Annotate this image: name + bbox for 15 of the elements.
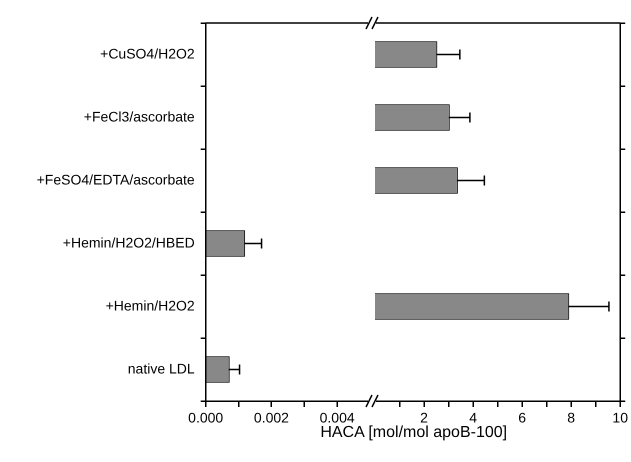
y-tick-label: +FeSO4/EDTA/ascorbate xyxy=(36,171,195,188)
x-tick-label: 8 xyxy=(567,409,576,426)
x-tick-label: 0.002 xyxy=(254,409,290,426)
y-tick-label: +Hemin/H2O2/HBED xyxy=(62,234,195,250)
y-tick-label: +CuSO4/H2O2 xyxy=(100,45,195,62)
x-axis-title: HACA [mol/mol apoB-100] xyxy=(319,424,508,442)
x-tick-label: 10 xyxy=(612,409,628,426)
x-tick-label: 2 xyxy=(420,409,428,426)
y-tick-label: +Hemin/H2O2 xyxy=(106,297,195,314)
x-tick-label: 6 xyxy=(518,409,526,426)
x-tick-label: 0.000 xyxy=(188,409,224,426)
y-tick-label: native LDL xyxy=(128,360,195,376)
x-tick-label: 4 xyxy=(469,409,478,426)
x-tick-label: 0.004 xyxy=(320,409,355,426)
y-tick-label: +FeCl3/ascorbate xyxy=(84,108,195,124)
